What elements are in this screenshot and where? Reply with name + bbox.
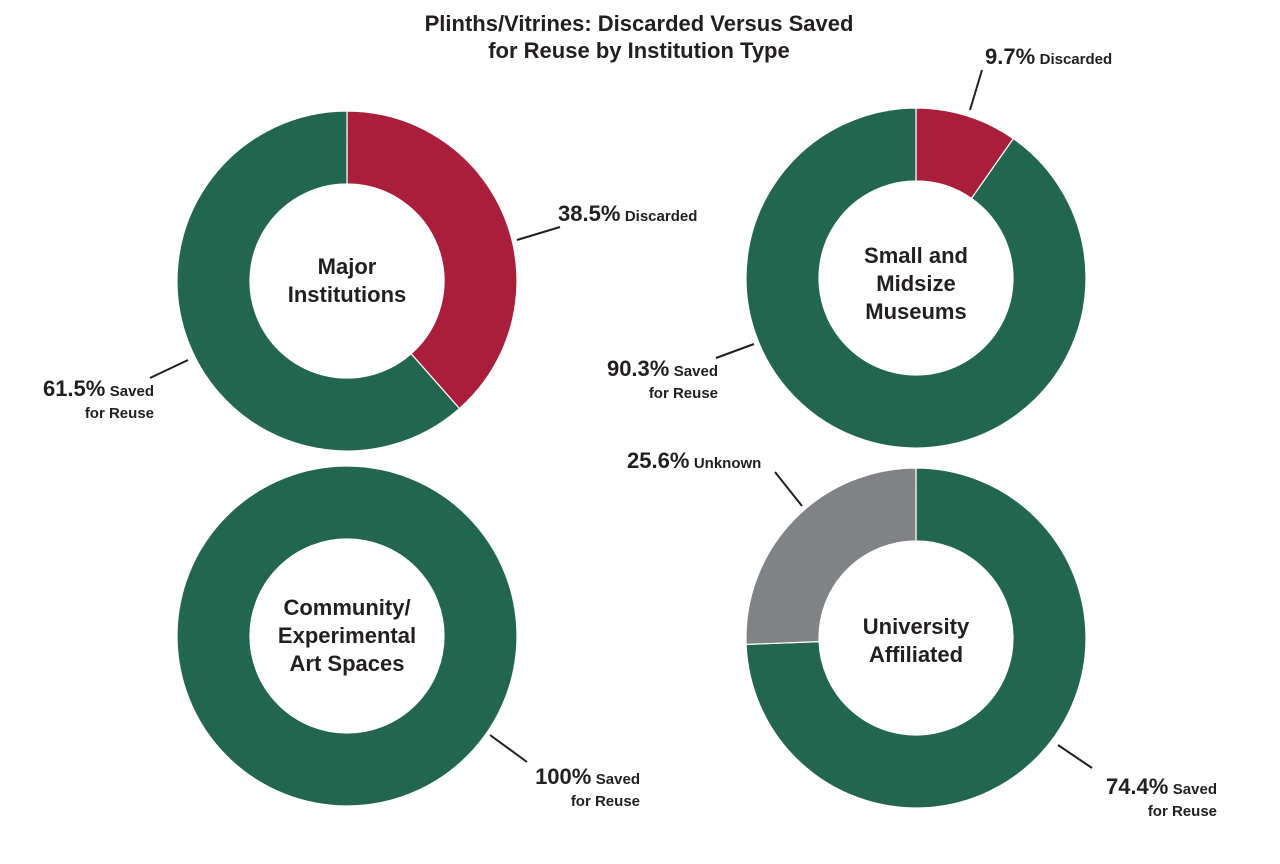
donut-3	[176, 465, 518, 807]
label-community-saved: 100% Saved for Reuse	[535, 764, 640, 811]
label-small-discarded: 9.7% Discarded	[985, 44, 1113, 69]
donut-2	[745, 107, 1087, 449]
center-label-community: Community/ Experimental Art Spaces	[277, 595, 417, 676]
center-label-small: Small and Midsize Museums	[864, 243, 968, 324]
title-line-1: Plinths/Vitrines: Discarded Versus Saved	[424, 11, 854, 36]
leader-line	[1057, 744, 1093, 769]
slice-saved-for-reuse	[745, 107, 1087, 449]
slice-saved-for-reuse	[745, 467, 1087, 809]
label-small-saved: 90.3% Saved for Reuse	[606, 356, 718, 403]
center-label-major: Major Institutions	[287, 254, 407, 307]
leader-line	[149, 359, 189, 379]
slice-discarded	[346, 110, 518, 410]
chart-title: Plinths/Vitrines: Discarded Versus Saved…	[0, 10, 1278, 64]
label-university-unknown: 25.6% Unknown	[627, 448, 762, 473]
label-major-saved: 61.5% Saved for Reuse	[42, 376, 154, 423]
leader-line	[969, 69, 983, 111]
slice-saved-for-reuse	[176, 465, 518, 807]
donut-1	[176, 110, 518, 452]
label-major-discarded: 38.5% Discarded	[558, 201, 698, 226]
title-line-2: for Reuse by Institution Type	[488, 38, 790, 63]
label-university-saved: 74.4% Saved for Reuse	[1105, 774, 1217, 821]
leader-line	[489, 734, 528, 763]
leader-line	[516, 226, 561, 241]
slice-unknown	[745, 467, 917, 646]
center-label-university: University Affiliated	[862, 614, 970, 667]
leader-line	[715, 343, 755, 359]
leader-line	[774, 471, 803, 507]
slice-saved-for-reuse	[176, 110, 461, 452]
donut-4	[745, 467, 1087, 809]
